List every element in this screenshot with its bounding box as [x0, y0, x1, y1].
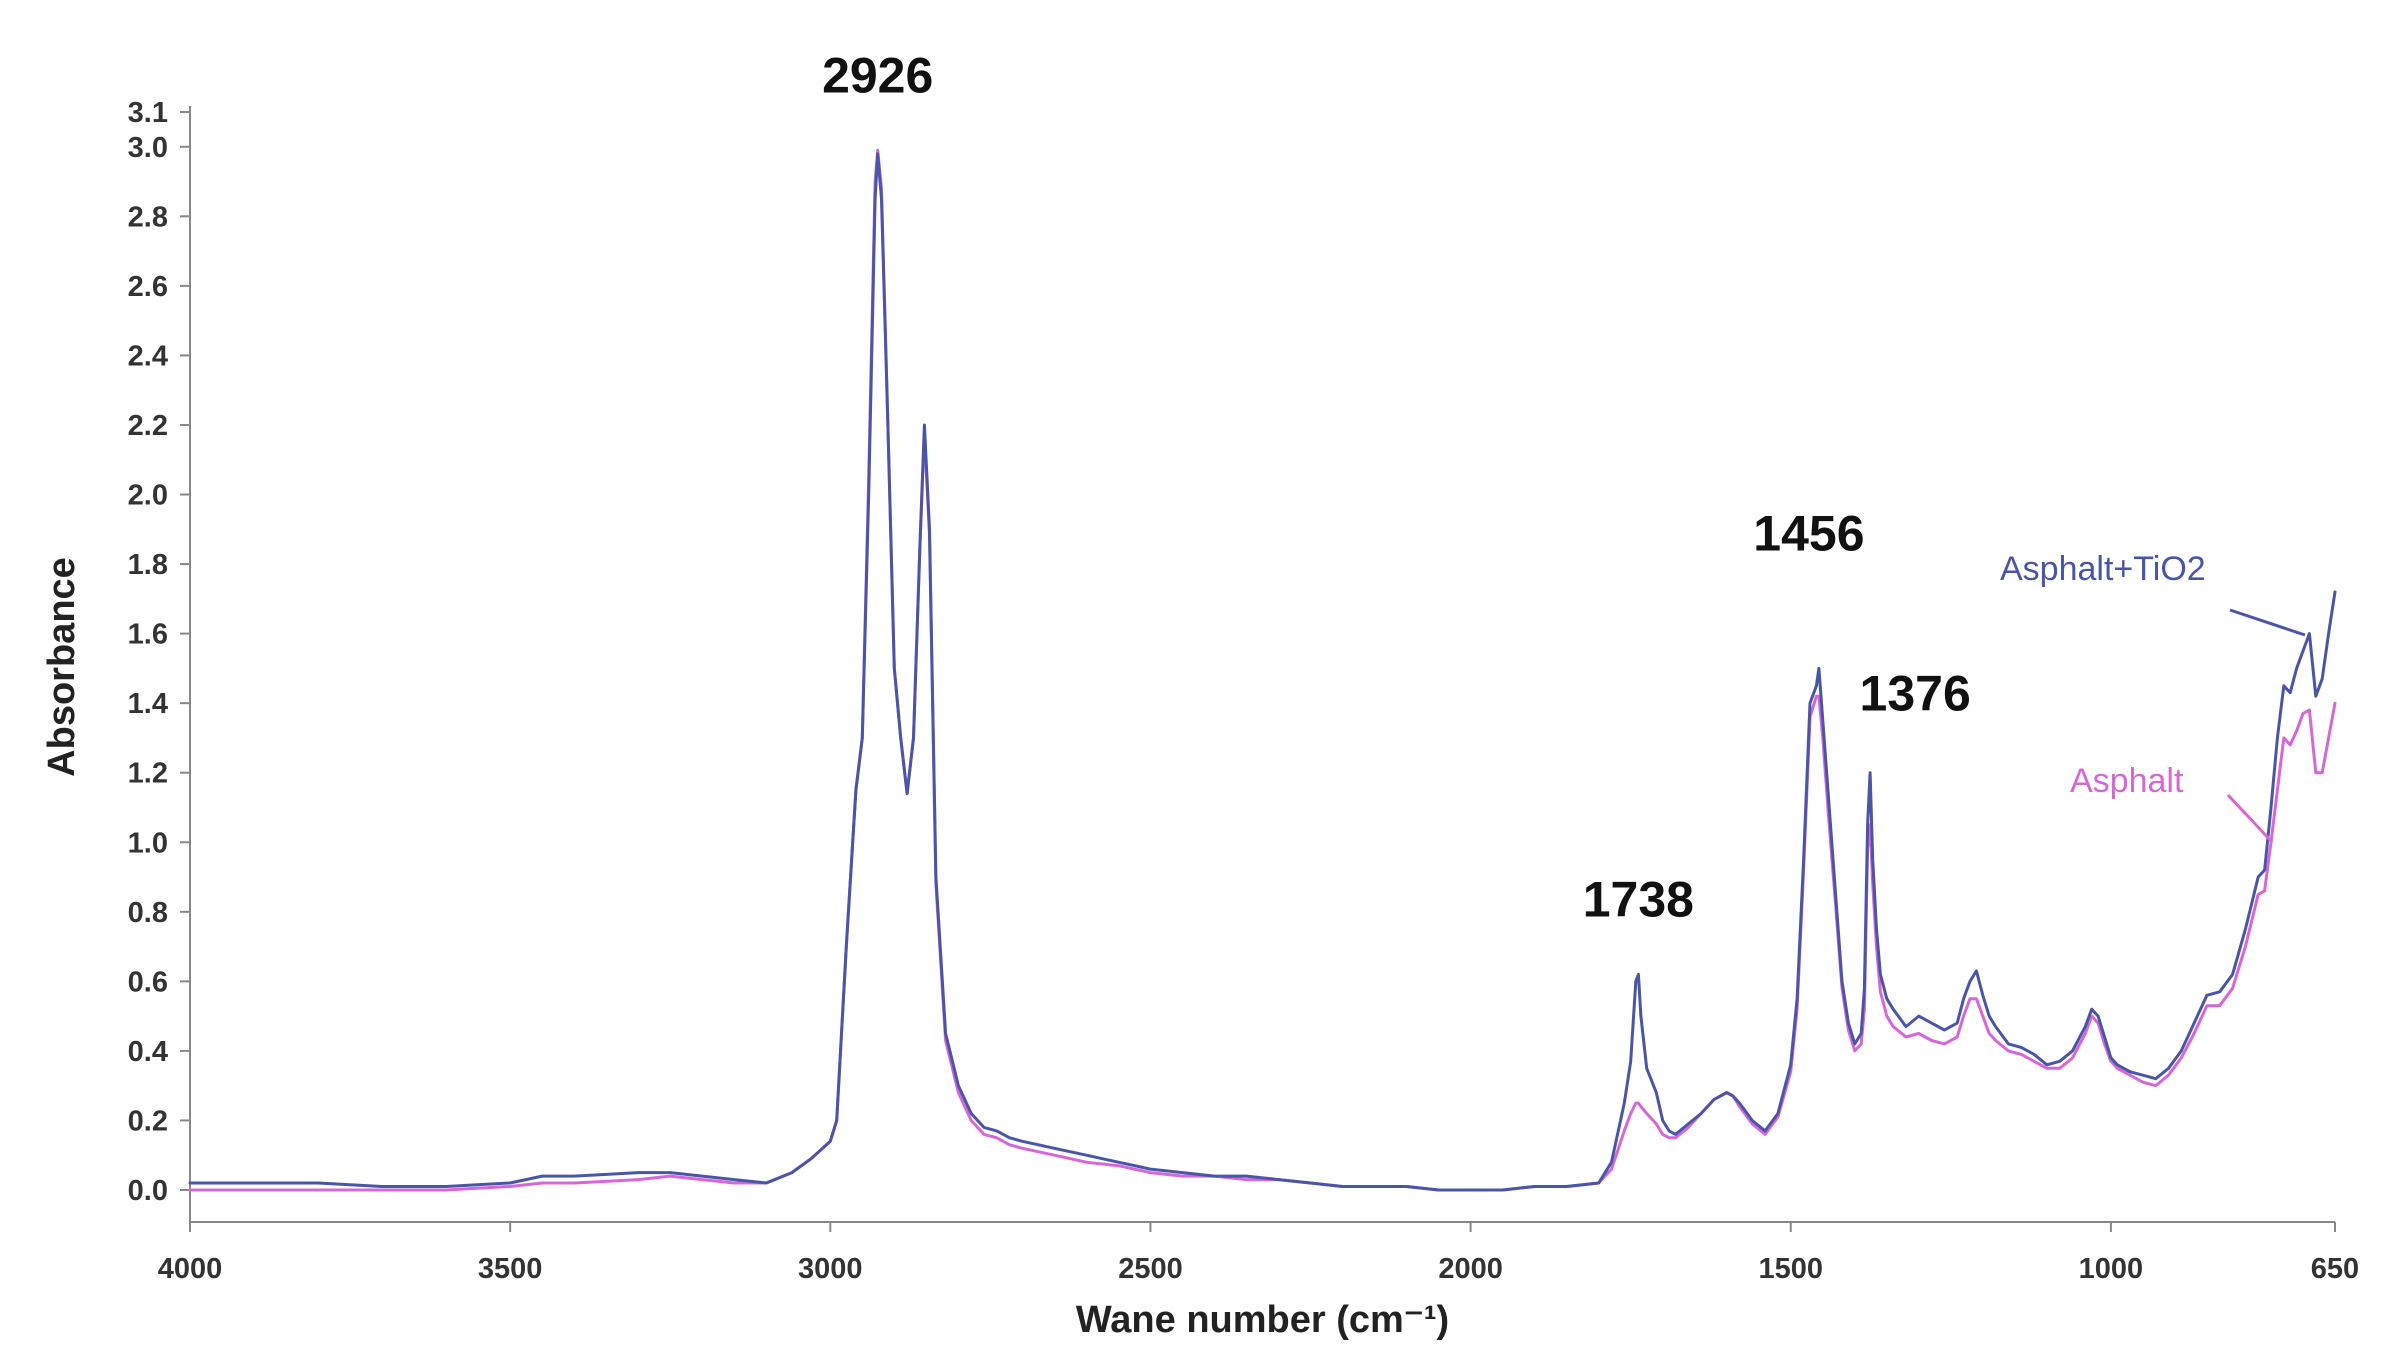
- peak-label-1376: 1376: [1860, 666, 1971, 722]
- legend-leader-asphalt: [2226, 793, 2274, 844]
- peak-label-1456: 1456: [1753, 505, 1864, 561]
- x-tick-label: 4000: [158, 1253, 223, 1285]
- y-tick-label: 2.0: [128, 480, 168, 512]
- x-axis-title: Wane number (cm⁻¹): [1076, 1299, 1449, 1341]
- peak-label-2926: 2926: [822, 47, 933, 103]
- legend-label-asphalt: Asphalt: [2070, 762, 2184, 800]
- series-layer: [188, 148, 2337, 1192]
- y-tick-label: 1.6: [128, 619, 168, 651]
- y-tick-label: 0.2: [128, 1105, 168, 1137]
- x-tick-label: 3000: [798, 1253, 863, 1285]
- y-tick-label: 0.4: [128, 1036, 168, 1068]
- x-tick-label: 2500: [1118, 1253, 1183, 1285]
- y-tick-label: 1.8: [128, 549, 168, 581]
- x-axis-ticks: 4000 3500 3000 2500 2000 1500 1000 650: [158, 1222, 2359, 1285]
- legend-leader-asphalt-tio2: [2229, 608, 2306, 637]
- y-tick-label: 2.4: [128, 340, 168, 372]
- x-tick-label: 650: [2311, 1253, 2359, 1285]
- legend: Asphalt+TiO2 Asphalt: [2000, 550, 2306, 844]
- x-tick-label: 3500: [478, 1253, 543, 1285]
- axes: 0.0 0.2 0.4 0.6 0.8 1.0 1.2 1.4 1.6 1.8 2.0 2.2 2.4 2…: [128, 97, 2360, 1285]
- peak-annotations: 2926 1738 1456 1376: [822, 47, 1971, 927]
- y-tick-label: 1.4: [128, 688, 168, 720]
- y-tick-label: 0.8: [128, 897, 168, 929]
- y-tick-label: 0.0: [128, 1175, 168, 1207]
- y-tick-label: 3.0: [128, 132, 168, 164]
- series-line-asphalt: [188, 148, 2337, 1192]
- y-tick-label: 1.0: [128, 827, 168, 859]
- legend-label-asphalt-tio2: Asphalt+TiO2: [2000, 550, 2206, 588]
- x-tick-label: 1000: [2079, 1253, 2144, 1285]
- series-line-asphalt-tio2: [188, 152, 2337, 1192]
- y-tick-label: 3.1: [128, 97, 168, 129]
- x-tick-label: 2000: [1438, 1253, 1503, 1285]
- y-tick-label: 1.2: [128, 758, 168, 790]
- y-axis-title: Absorbance: [41, 557, 83, 777]
- y-tick-label: 0.6: [128, 966, 168, 998]
- y-tick-label: 2.6: [128, 271, 168, 303]
- y-tick-label: 2.8: [128, 201, 168, 233]
- peak-label-1738: 1738: [1583, 871, 1694, 927]
- x-tick-label: 1500: [1758, 1253, 1823, 1285]
- y-axis-ticks: 0.0 0.2 0.4 0.6 0.8 1.0 1.2 1.4 1.6 1.8 2.0 2.2 2.4 2…: [128, 97, 190, 1207]
- y-tick-label: 2.2: [128, 410, 168, 442]
